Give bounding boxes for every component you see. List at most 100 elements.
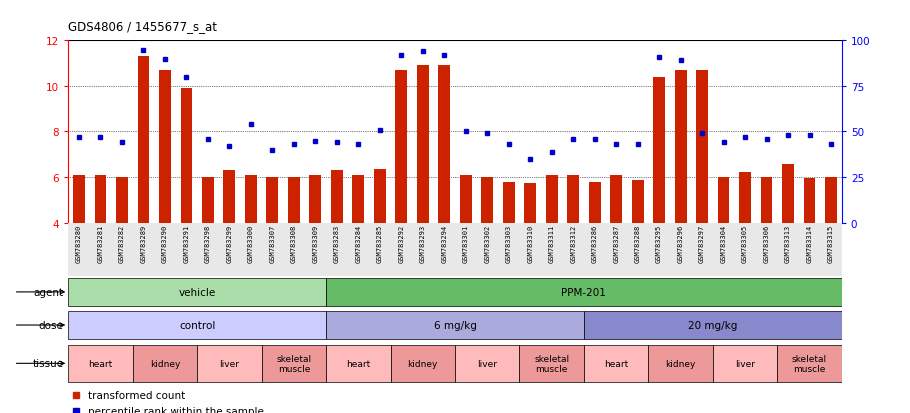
Text: GSM783305: GSM783305 bbox=[742, 224, 748, 262]
Text: GSM783287: GSM783287 bbox=[613, 224, 619, 262]
Text: GSM783296: GSM783296 bbox=[678, 224, 683, 262]
Bar bbox=[197, 345, 262, 382]
Text: GSM783300: GSM783300 bbox=[248, 224, 254, 262]
Bar bbox=[245, 176, 257, 223]
Text: GSM783285: GSM783285 bbox=[377, 224, 383, 262]
Bar bbox=[455, 345, 520, 382]
Text: GSM783297: GSM783297 bbox=[699, 224, 705, 262]
Text: GSM783281: GSM783281 bbox=[97, 224, 104, 262]
Bar bbox=[73, 176, 85, 223]
Bar bbox=[159, 71, 171, 223]
Text: 6 mg/kg: 6 mg/kg bbox=[433, 320, 477, 330]
Bar bbox=[804, 179, 815, 223]
Text: liver: liver bbox=[477, 359, 497, 368]
Text: agent: agent bbox=[34, 287, 64, 297]
Bar bbox=[309, 176, 321, 223]
Bar bbox=[133, 345, 197, 382]
Bar bbox=[503, 182, 515, 223]
Text: GSM783301: GSM783301 bbox=[463, 224, 469, 262]
Bar bbox=[739, 173, 751, 223]
Bar bbox=[481, 178, 493, 223]
Bar bbox=[68, 311, 326, 339]
Text: GSM783291: GSM783291 bbox=[184, 224, 189, 262]
Bar bbox=[653, 78, 665, 223]
Text: GSM783303: GSM783303 bbox=[506, 224, 511, 262]
Bar bbox=[224, 171, 236, 223]
Text: kidney: kidney bbox=[408, 359, 438, 368]
Bar bbox=[267, 178, 278, 223]
Text: GSM783311: GSM783311 bbox=[549, 224, 555, 262]
Text: GSM783313: GSM783313 bbox=[785, 224, 791, 262]
Text: kidney: kidney bbox=[665, 359, 696, 368]
Bar bbox=[777, 345, 842, 382]
Text: GSM783299: GSM783299 bbox=[227, 224, 232, 262]
Text: skeletal
muscle: skeletal muscle bbox=[792, 354, 827, 373]
Bar bbox=[202, 178, 214, 223]
Text: GSM783283: GSM783283 bbox=[334, 224, 339, 262]
Bar bbox=[417, 66, 429, 223]
Bar bbox=[648, 345, 713, 382]
Bar bbox=[718, 178, 730, 223]
Text: GSM783314: GSM783314 bbox=[806, 224, 813, 262]
Bar bbox=[352, 176, 364, 223]
Bar bbox=[95, 176, 106, 223]
Bar bbox=[589, 182, 601, 223]
Bar bbox=[584, 311, 842, 339]
Text: GSM783310: GSM783310 bbox=[527, 224, 533, 262]
Bar bbox=[439, 66, 450, 223]
Text: GSM783290: GSM783290 bbox=[162, 224, 168, 262]
Bar bbox=[696, 71, 708, 223]
Bar bbox=[825, 178, 837, 223]
Text: liver: liver bbox=[735, 359, 755, 368]
Text: GDS4806 / 1455677_s_at: GDS4806 / 1455677_s_at bbox=[68, 20, 217, 33]
Bar bbox=[137, 57, 149, 223]
Bar bbox=[262, 345, 326, 382]
Bar bbox=[326, 311, 584, 339]
Text: GSM783292: GSM783292 bbox=[399, 224, 404, 262]
Bar bbox=[374, 170, 386, 223]
Bar bbox=[520, 345, 584, 382]
Bar bbox=[782, 165, 794, 223]
Text: GSM783315: GSM783315 bbox=[828, 224, 834, 262]
Bar bbox=[116, 178, 128, 223]
Bar bbox=[331, 171, 343, 223]
Text: heart: heart bbox=[604, 359, 628, 368]
Bar bbox=[68, 278, 326, 306]
Bar bbox=[395, 71, 407, 223]
Text: heart: heart bbox=[346, 359, 370, 368]
Bar bbox=[68, 345, 133, 382]
Text: percentile rank within the sample: percentile rank within the sample bbox=[87, 406, 264, 413]
Bar bbox=[326, 345, 390, 382]
Text: GSM783293: GSM783293 bbox=[420, 224, 426, 262]
Text: dose: dose bbox=[39, 320, 64, 330]
Text: GSM783284: GSM783284 bbox=[355, 224, 361, 262]
Text: control: control bbox=[179, 320, 216, 330]
Bar bbox=[632, 181, 643, 223]
Text: GSM783304: GSM783304 bbox=[721, 224, 726, 262]
Bar bbox=[761, 178, 773, 223]
Text: skeletal
muscle: skeletal muscle bbox=[277, 354, 311, 373]
Text: GSM783307: GSM783307 bbox=[269, 224, 276, 262]
Text: tissue: tissue bbox=[33, 358, 64, 368]
Bar bbox=[524, 183, 536, 223]
Text: kidney: kidney bbox=[150, 359, 180, 368]
Text: vehicle: vehicle bbox=[178, 287, 216, 297]
Bar bbox=[326, 278, 842, 306]
Text: GSM783289: GSM783289 bbox=[140, 224, 147, 262]
Bar bbox=[674, 71, 686, 223]
Text: liver: liver bbox=[219, 359, 239, 368]
Text: skeletal
muscle: skeletal muscle bbox=[534, 354, 570, 373]
Text: GSM783286: GSM783286 bbox=[592, 224, 598, 262]
Bar bbox=[713, 345, 777, 382]
Bar bbox=[180, 89, 192, 223]
Text: PPM-201: PPM-201 bbox=[561, 287, 606, 297]
Text: GSM783295: GSM783295 bbox=[656, 224, 662, 262]
Text: GSM783308: GSM783308 bbox=[291, 224, 297, 262]
Text: GSM783312: GSM783312 bbox=[571, 224, 576, 262]
Text: transformed count: transformed count bbox=[87, 390, 185, 401]
Bar bbox=[288, 178, 299, 223]
Text: GSM783306: GSM783306 bbox=[763, 224, 770, 262]
Text: GSM783302: GSM783302 bbox=[484, 224, 490, 262]
Bar bbox=[546, 176, 558, 223]
Text: GSM783294: GSM783294 bbox=[441, 224, 447, 262]
